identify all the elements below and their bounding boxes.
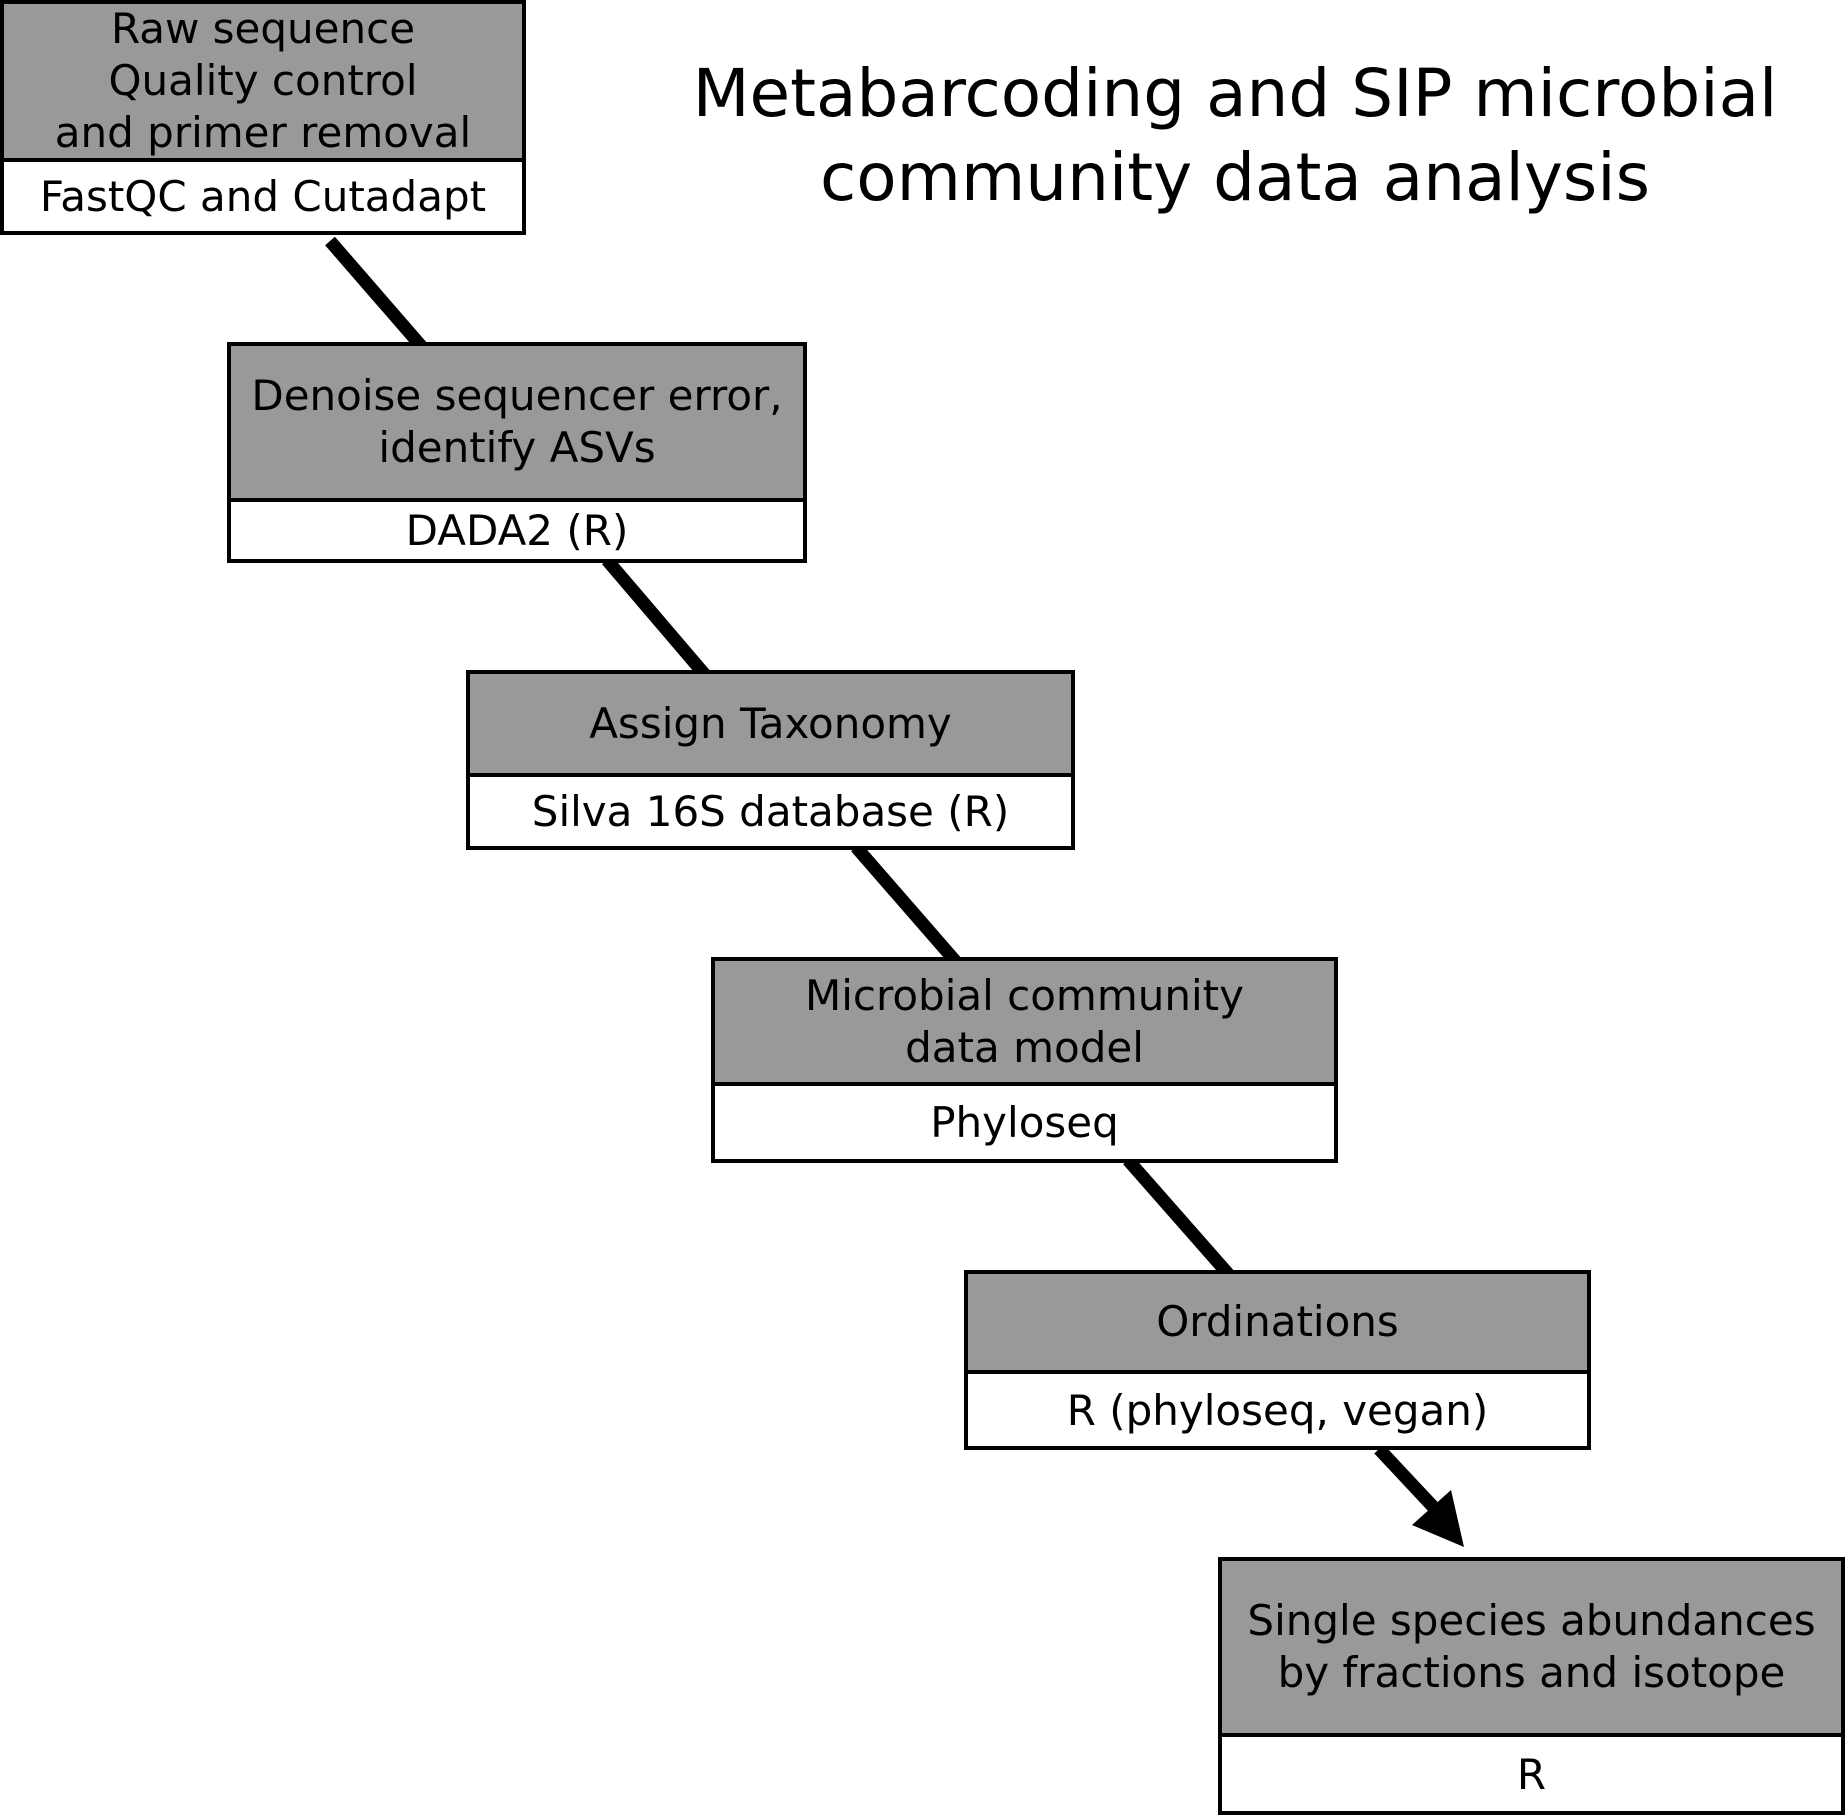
step-ordinations: Ordinations R (phyloseq, vegan)	[964, 1270, 1591, 1450]
process-line: Assign Taxonomy	[589, 698, 952, 748]
step-tool: DADA2 (R)	[405, 506, 629, 555]
arrowhead	[1412, 1490, 1464, 1547]
connector-5-6	[1374, 1444, 1443, 1517]
process-line: Raw sequence	[110, 4, 416, 53]
title-line-1: Metabarcoding and SIP microbial	[692, 55, 1778, 132]
step-process: Ordinations	[968, 1274, 1587, 1374]
step-process: Raw sequence Quality control and primer …	[4, 4, 522, 162]
process-line: Single species abundances	[1247, 1596, 1816, 1645]
title-line-2: community data analysis	[819, 139, 1651, 216]
process-line: Quality control	[108, 56, 418, 105]
step-denoise: Denoise sequencer error, identify ASVs D…	[227, 342, 807, 563]
connector-3-4	[851, 842, 962, 968]
step-process: Assign Taxonomy	[470, 674, 1071, 777]
process-line: Denoise sequencer error,	[251, 371, 783, 420]
step-tool: R (phyloseq, vegan)	[1066, 1385, 1489, 1435]
step-data-model: Microbial community data model Phyloseq	[711, 957, 1338, 1163]
process-line: identify ASVs	[378, 423, 656, 472]
step-process: Single species abundances by fractions a…	[1222, 1561, 1841, 1737]
process-line: and primer removal	[54, 108, 472, 157]
process-line: Ordinations	[1156, 1297, 1399, 1346]
step-tool: FastQC and Cutadapt	[39, 172, 487, 221]
process-line: Microbial community	[805, 970, 1244, 1020]
process-line: data model	[905, 1022, 1144, 1072]
step-tool: R	[1516, 1749, 1547, 1799]
step-tool: Silva 16S database (R)	[531, 787, 1010, 836]
connector-1-2	[325, 236, 427, 352]
step-process: Denoise sequencer error, identify ASVs	[231, 346, 803, 502]
step-tool: Phyloseq	[930, 1098, 1119, 1147]
step-process: Microbial community data model	[715, 961, 1334, 1086]
connector-4-5	[1123, 1155, 1235, 1281]
process-line: by fractions and isotope	[1277, 1648, 1786, 1697]
connector-2-3	[602, 555, 711, 681]
diagram-title: Metabarcoding and SIP microbial communit…	[660, 52, 1810, 220]
step-raw-sequence: Raw sequence Quality control and primer …	[0, 0, 526, 235]
step-assign-taxonomy: Assign Taxonomy Silva 16S database (R)	[466, 670, 1075, 850]
step-species-abundances: Single species abundances by fractions a…	[1218, 1557, 1845, 1815]
